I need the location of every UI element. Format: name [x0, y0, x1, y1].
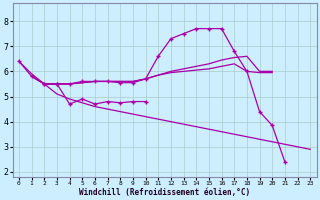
- X-axis label: Windchill (Refroidissement éolien,°C): Windchill (Refroidissement éolien,°C): [79, 188, 250, 197]
